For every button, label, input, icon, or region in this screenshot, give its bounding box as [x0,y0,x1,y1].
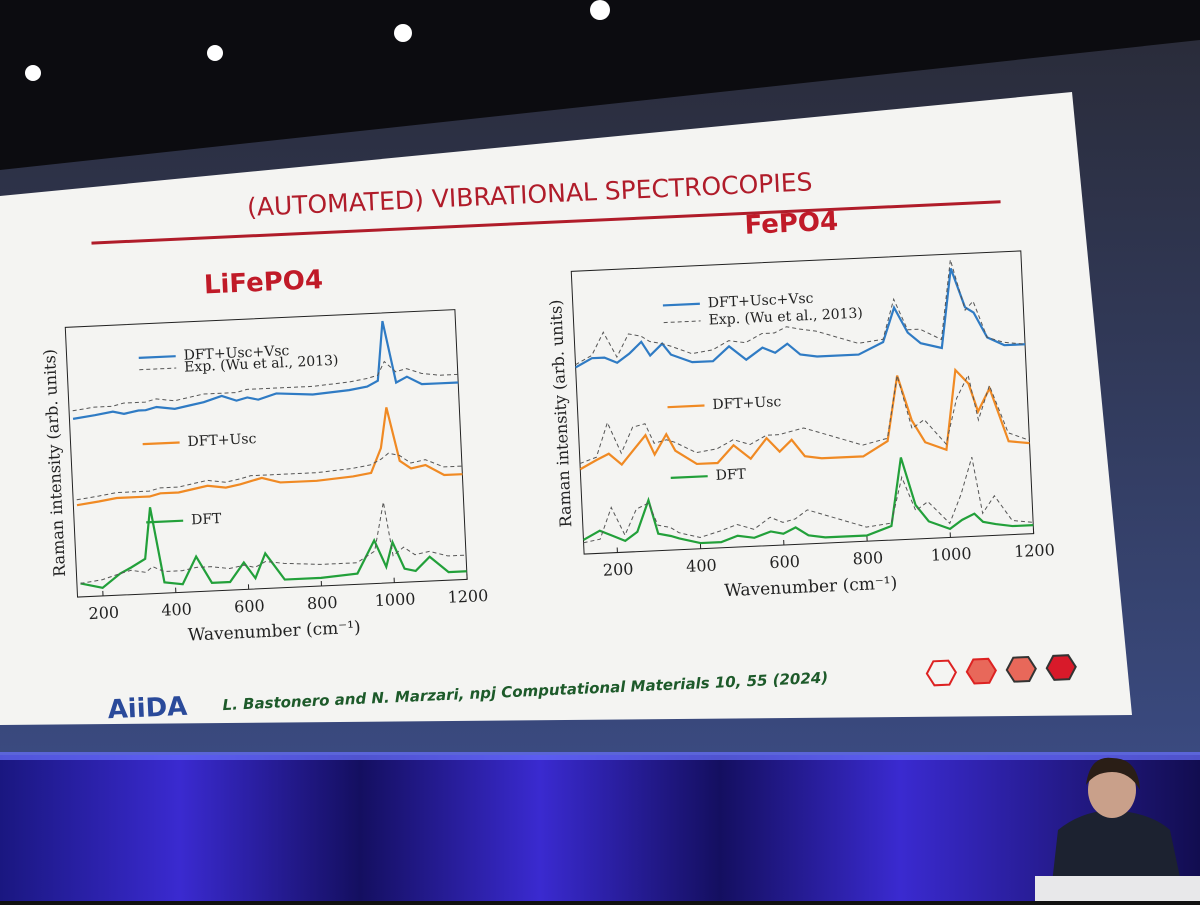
curtain [0,755,1200,901]
stage-light [0,752,1200,760]
ceiling-light [25,65,41,81]
legend-label: DFT+Usc [712,394,782,413]
chart-title: FePO4 [744,207,839,241]
x-tick-label: 200 [602,559,633,579]
x-tick-label: 400 [161,599,192,619]
x-tick-label: 600 [769,552,800,572]
ceiling-light [394,24,412,42]
x-tick-label: 800 [307,593,338,613]
logo: AiiDA [107,692,188,726]
x-tick-label: 600 [234,596,265,616]
x-tick-label: 1200 [447,586,489,607]
x-tick-label: 1000 [374,589,416,610]
lectern [1035,876,1200,901]
x-tick-label: 800 [852,548,883,568]
ceiling-light [207,45,223,61]
legend-label: DFT+Usc [187,431,257,450]
x-tick-label: 1200 [1014,540,1056,561]
x-tick-label: 200 [88,603,119,623]
x-tick-label: 1000 [930,544,972,565]
x-tick-label: 400 [686,556,717,576]
ceiling-light [590,0,610,20]
legend-label: DFT [191,511,223,528]
chart-title: LiFePO4 [203,265,323,300]
legend-label: DFT [715,466,747,483]
